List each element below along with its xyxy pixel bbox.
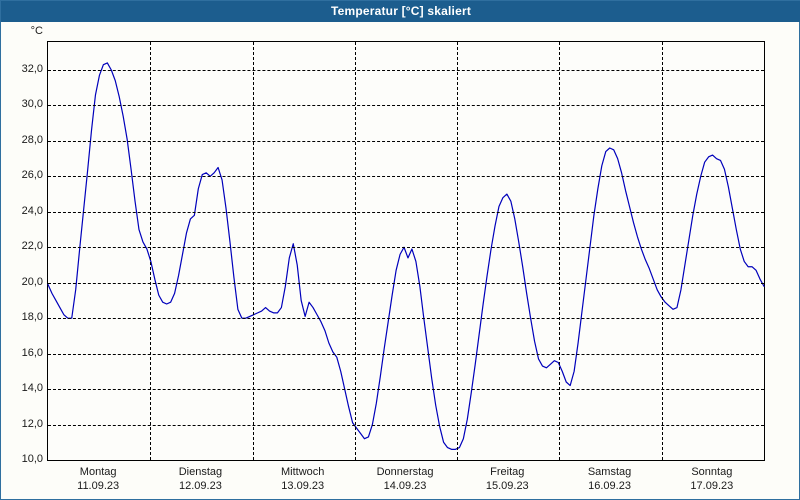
gridline-horizontal <box>48 353 764 355</box>
y-axis-tick: 22,0 <box>21 240 43 253</box>
x-axis-tick: Montag 11.09.23 <box>43 465 153 493</box>
y-axis-tick: 12,0 <box>21 417 43 430</box>
y-axis-tick-labels: 32,0 30,0 28,0 26,0 24,0 22,0 20,0 18,0 16,0 14,0… <box>2 41 43 465</box>
gridline-horizontal <box>48 247 764 249</box>
y-axis-tick: 24,0 <box>21 204 43 217</box>
y-axis-tick: 20,0 <box>21 275 43 288</box>
y-axis-tick: 30,0 <box>21 98 43 111</box>
gridline-vertical <box>559 42 560 460</box>
y-axis-tick: 16,0 <box>21 346 43 359</box>
x-axis-tick-day: Sonntag <box>691 466 733 478</box>
plot-area <box>47 41 765 461</box>
x-axis-tick: Sonntag 17.09.23 <box>657 465 767 493</box>
gridline-horizontal <box>48 105 764 107</box>
x-axis-tick-date: 14.09.23 <box>383 480 427 492</box>
y-axis-tick: 10,0 <box>21 453 43 465</box>
gridline-vertical <box>150 42 151 460</box>
window-title-bar: Temperatur [°C] skaliert <box>1 1 800 22</box>
y-axis-unit-label: °C <box>30 25 43 37</box>
y-axis-tick: 26,0 <box>21 169 43 182</box>
x-axis-tick-day: Donnerstag <box>376 466 434 478</box>
x-axis-tick-date: 11.09.23 <box>77 480 120 492</box>
x-axis-tick-day: Samstag <box>587 466 632 478</box>
y-axis-tick: 14,0 <box>21 382 43 395</box>
temperature-line <box>47 62 765 450</box>
x-axis-tick-day: Montag <box>79 466 117 478</box>
x-axis-tick-labels: Montag 11.09.23 Dienstag 12.09.23 Mittwoch 13… <box>47 463 763 497</box>
gridline-horizontal <box>48 176 764 178</box>
temperature-series <box>47 62 765 450</box>
x-axis-tick: Donnerstag 14.09.23 <box>350 465 460 493</box>
gridline-horizontal <box>48 282 764 284</box>
gridline-horizontal <box>48 70 764 71</box>
x-axis-tick: Mittwoch 13.09.23 <box>248 465 358 493</box>
y-axis-tick: 28,0 <box>21 133 43 146</box>
x-axis-tick-date: 16.09.23 <box>588 480 631 492</box>
x-axis-tick-day: Dienstag <box>178 466 223 478</box>
gridline-horizontal <box>48 389 764 391</box>
x-axis-tick-day: Mittwoch <box>281 466 325 478</box>
x-axis-tick: Samstag 16.09.23 <box>555 465 665 493</box>
y-axis-tick: 32,0 <box>21 63 43 75</box>
gridline-vertical <box>662 42 663 460</box>
gridline-horizontal <box>48 140 764 142</box>
gridline-vertical <box>253 42 254 460</box>
chart-canvas: °C 32,0 30,0 28,0 26,0 24,0 22,0 20,0 18,0 16,0 1… <box>2 22 799 499</box>
gridline-horizontal <box>48 318 764 320</box>
gridline-horizontal <box>48 211 764 213</box>
window-title: Temperatur [°C] skaliert <box>330 4 472 18</box>
x-axis-tick: Freitag 15.09.23 <box>452 465 562 493</box>
gridline-vertical <box>355 42 356 460</box>
gridline-horizontal <box>48 460 764 461</box>
y-axis-tick: 18,0 <box>21 311 43 324</box>
x-axis-tick-day: Freitag <box>490 466 525 478</box>
gridline-vertical <box>457 42 458 460</box>
x-axis-tick-date: 13.09.23 <box>281 480 325 492</box>
gridline-horizontal <box>48 424 764 426</box>
x-axis-tick-date: 17.09.23 <box>690 480 734 492</box>
x-axis-tick-date: 15.09.23 <box>485 480 529 492</box>
x-axis-tick-date: 12.09.23 <box>179 480 222 492</box>
x-axis-tick: Dienstag 12.09.23 <box>145 465 255 493</box>
